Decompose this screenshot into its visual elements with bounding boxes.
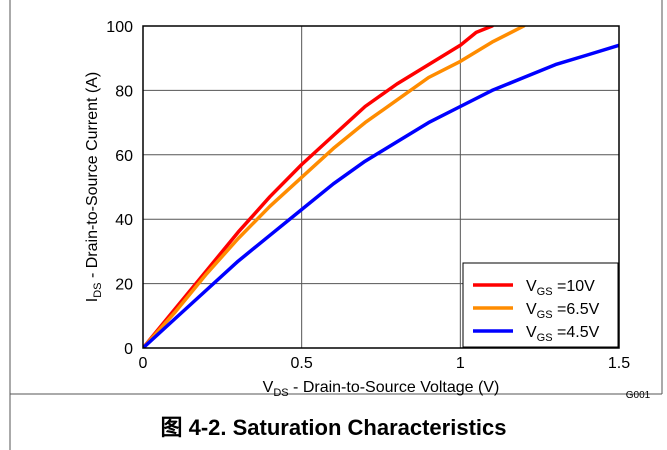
legend-label-3: VGS =4.5V [526, 324, 600, 344]
y-tick-label: 40 [115, 212, 133, 229]
legend-label-2: VGS =6.5V [526, 301, 600, 321]
series-line-2 [143, 26, 526, 348]
figure-code: G001 [626, 390, 651, 401]
y-tick-label: 20 [115, 277, 133, 294]
x-tick-label: 0 [139, 355, 148, 372]
y-axis-label-rest: - Drain-to-Source Current (A) [84, 72, 101, 283]
y-tick-label: 60 [115, 148, 133, 165]
y-tick-label: 100 [106, 19, 133, 36]
legend: VGS =10V VGS =6.5V VGS =4.5V [462, 262, 619, 348]
legend-box [462, 262, 619, 348]
grid-lines [143, 26, 619, 348]
series-line-3 [143, 43, 619, 348]
x-axis-label-rest: - Drain-to-Source Voltage (V) [289, 379, 500, 396]
x-tick-label: 1 [456, 355, 465, 372]
x-axis-label-sub: DS [273, 387, 288, 399]
x-tick-labels: 0 0.5 1 1.5 [139, 355, 631, 372]
series-line-1 [143, 26, 494, 348]
x-tick-label: 0.5 [291, 355, 313, 372]
y-axis-label-main: I [84, 298, 101, 302]
y-axis-label: IDS - Drain-to-Source Current (A) [84, 72, 104, 302]
x-axis-label: VDS - Drain-to-Source Voltage (V) [263, 379, 500, 399]
series-group [143, 26, 619, 348]
figure-caption: 图 4-2. Saturation Characteristics [160, 415, 507, 440]
legend-label-1: VGS =10V [526, 278, 595, 298]
x-tick-label: 1.5 [608, 355, 630, 372]
y-tick-label: 0 [124, 341, 133, 358]
y-tick-label: 80 [115, 83, 133, 100]
y-tick-labels: 0 20 40 60 80 100 [106, 19, 133, 358]
y-axis-label-sub: DS [92, 282, 104, 297]
x-axis-label-main: V [263, 379, 274, 396]
plot-area [142, 25, 620, 349]
